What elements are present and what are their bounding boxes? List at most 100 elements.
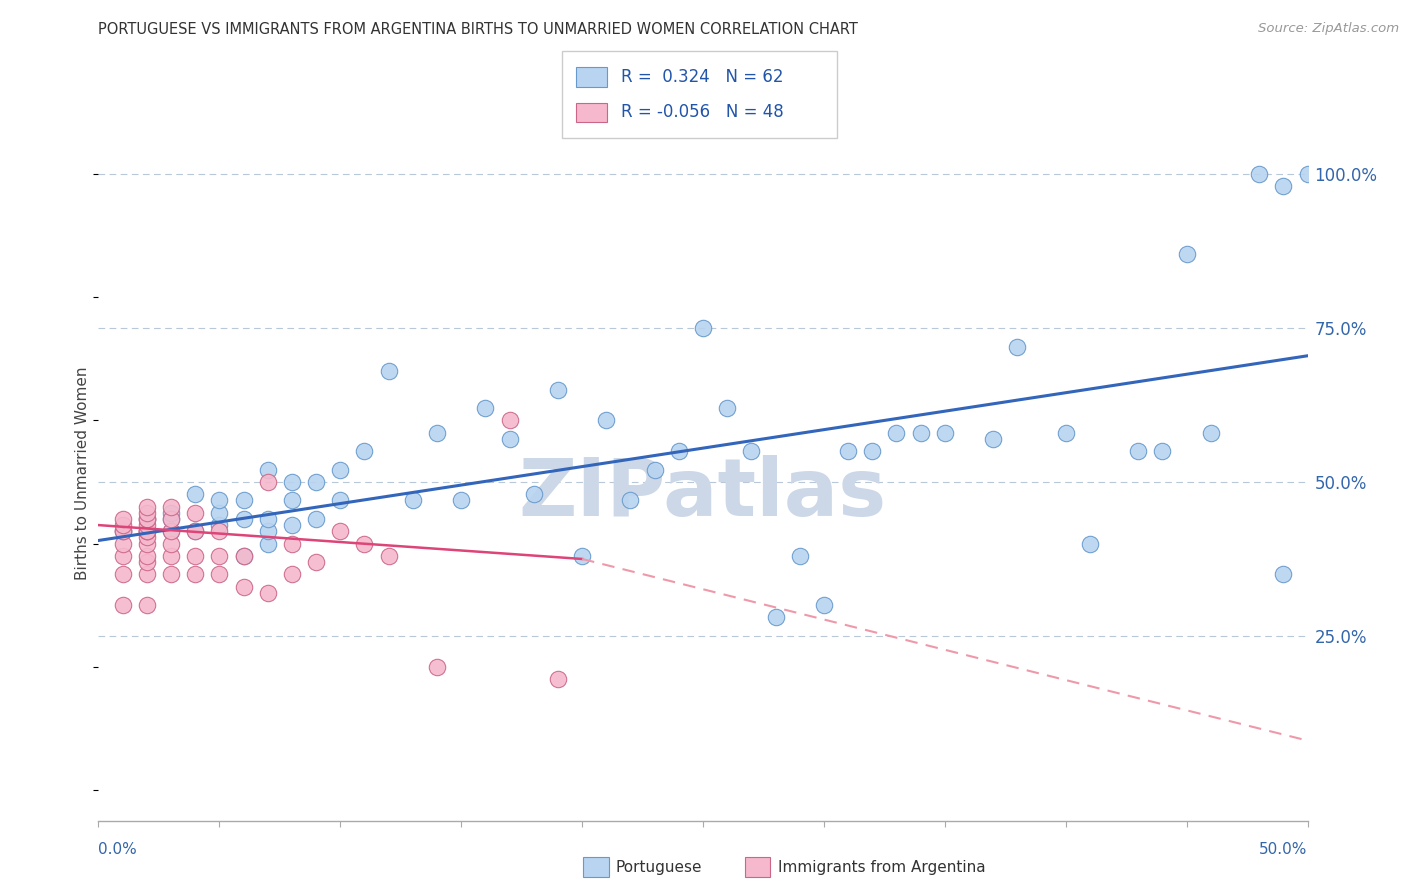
Point <box>426 659 449 673</box>
Point <box>523 487 546 501</box>
Point <box>208 567 231 582</box>
Point <box>305 512 328 526</box>
Text: R =  0.324   N = 62: R = 0.324 N = 62 <box>621 68 785 86</box>
Point <box>256 475 278 489</box>
Point <box>232 549 254 563</box>
Point <box>426 425 449 440</box>
Point <box>377 364 399 378</box>
Point <box>1296 167 1319 181</box>
Point <box>232 549 254 563</box>
Point <box>595 413 617 427</box>
Point <box>208 518 231 533</box>
Point <box>353 444 375 458</box>
Point <box>498 413 520 427</box>
Point <box>111 524 134 539</box>
Point <box>377 549 399 563</box>
Point <box>111 512 134 526</box>
Point <box>160 524 183 539</box>
Point <box>256 463 278 477</box>
Point <box>644 463 666 477</box>
Text: Source: ZipAtlas.com: Source: ZipAtlas.com <box>1258 22 1399 36</box>
Point <box>111 536 134 550</box>
Point <box>619 493 641 508</box>
Point <box>281 536 304 550</box>
Point <box>135 524 157 539</box>
Point <box>353 536 375 550</box>
Point <box>111 567 134 582</box>
Point <box>329 463 352 477</box>
Point <box>135 500 157 514</box>
Point <box>111 598 134 612</box>
Point <box>135 567 157 582</box>
Point <box>232 512 254 526</box>
Point <box>1128 444 1150 458</box>
Point <box>160 524 183 539</box>
Point <box>305 475 328 489</box>
Point <box>208 524 231 539</box>
Text: 50.0%: 50.0% <box>1260 842 1308 856</box>
Point <box>402 493 425 508</box>
Point <box>1175 247 1198 261</box>
Point <box>135 524 157 539</box>
Point <box>547 383 569 397</box>
Point <box>111 524 134 539</box>
Point <box>184 487 207 501</box>
Point <box>135 530 157 544</box>
Text: Portuguese: Portuguese <box>616 860 703 874</box>
Point <box>135 555 157 569</box>
Point <box>474 401 496 416</box>
Point <box>111 518 134 533</box>
Point <box>135 506 157 520</box>
Point <box>1054 425 1077 440</box>
Point <box>305 555 328 569</box>
Text: PORTUGUESE VS IMMIGRANTS FROM ARGENTINA BIRTHS TO UNMARRIED WOMEN CORRELATION CH: PORTUGUESE VS IMMIGRANTS FROM ARGENTINA … <box>98 22 858 37</box>
Point <box>1272 179 1295 194</box>
Point <box>111 524 134 539</box>
Point <box>981 432 1004 446</box>
Point <box>160 500 183 514</box>
Point <box>1152 444 1174 458</box>
Point <box>860 444 883 458</box>
Point <box>256 524 278 539</box>
Point <box>329 524 352 539</box>
Point <box>135 549 157 563</box>
Point <box>160 549 183 563</box>
Point <box>256 512 278 526</box>
Point <box>135 512 157 526</box>
Point <box>740 444 762 458</box>
Point <box>1007 339 1029 353</box>
Point <box>135 536 157 550</box>
Text: 0.0%: 0.0% <box>98 842 138 856</box>
Point <box>256 536 278 550</box>
Point <box>716 401 738 416</box>
Point <box>934 425 956 440</box>
Point <box>184 506 207 520</box>
Point <box>184 567 207 582</box>
Point <box>498 432 520 446</box>
Point <box>160 567 183 582</box>
Point <box>208 493 231 508</box>
Point <box>571 549 593 563</box>
Point <box>765 610 787 624</box>
Text: ZIPatlas: ZIPatlas <box>519 455 887 533</box>
Point <box>668 444 690 458</box>
Point <box>1249 167 1271 181</box>
Point <box>160 512 183 526</box>
Point <box>837 444 859 458</box>
Point <box>160 512 183 526</box>
Point <box>281 567 304 582</box>
Point <box>184 549 207 563</box>
Point <box>450 493 472 508</box>
Point <box>281 518 304 533</box>
Point <box>135 518 157 533</box>
Point <box>1078 536 1101 550</box>
Point <box>160 536 183 550</box>
Point <box>135 524 157 539</box>
Point <box>1199 425 1222 440</box>
Point <box>281 475 304 489</box>
Point <box>232 580 254 594</box>
Point <box>208 506 231 520</box>
Point <box>886 425 908 440</box>
Text: R = -0.056   N = 48: R = -0.056 N = 48 <box>621 103 785 121</box>
Point <box>1272 567 1295 582</box>
